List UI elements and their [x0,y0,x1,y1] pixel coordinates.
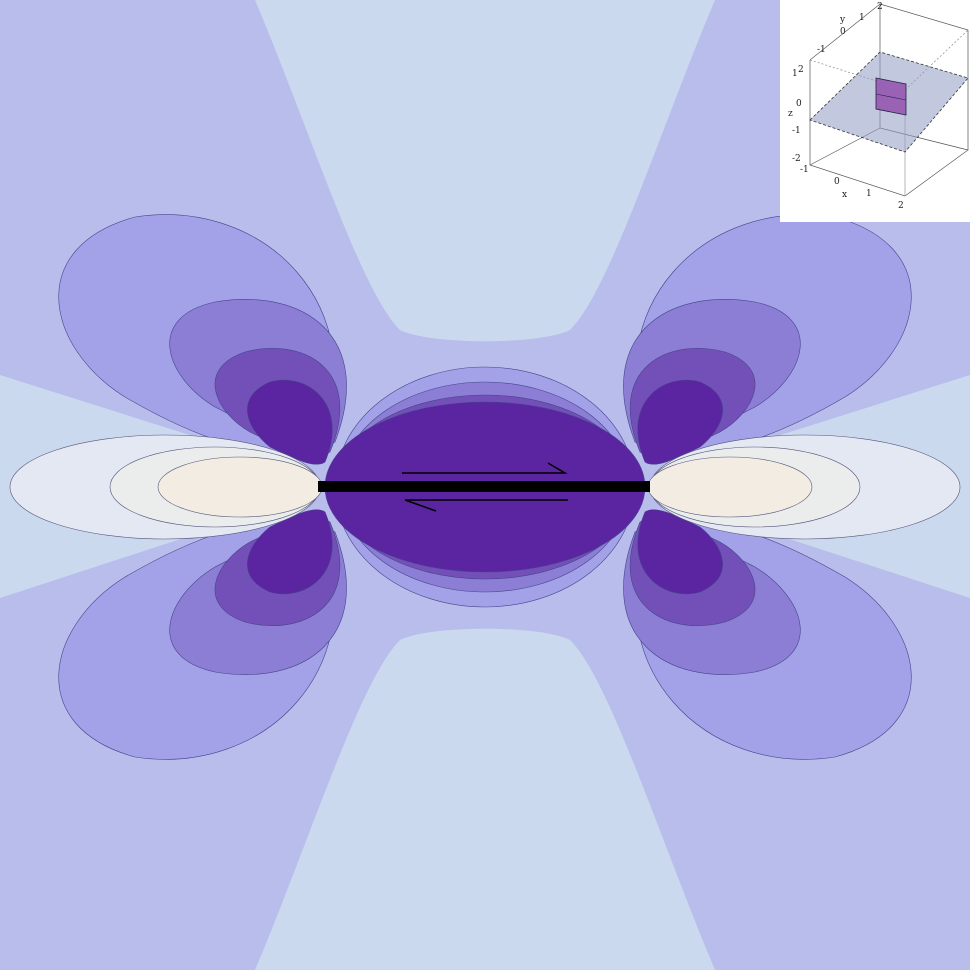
inset-x-axis-label: x [842,190,847,200]
lower-slip-arrow [404,499,568,512]
inset-z-tick: 2 [798,65,804,75]
tip-lobes-left [9,434,323,540]
inset-y-tick: -1 [817,45,826,55]
lower-band-region [255,628,715,970]
inset-z-tick: 1 [792,69,798,79]
slip-arrows [402,462,568,512]
inset-fault-patch [875,77,907,116]
upper-band-region [255,0,715,342]
inset-z-tick: 0 [796,99,802,109]
upper-slip-arrow [402,462,568,474]
inset-y-axis-label: y [839,15,846,25]
inset-z-axis-label: z [788,109,793,119]
inset-z-tick: -2 [792,154,801,164]
inset-x-tick: 1 [866,189,872,199]
inset-x-tick: -1 [800,165,809,175]
inset-z-tick: -1 [792,126,801,136]
inset-y-tick: 0 [840,27,846,37]
inset-3d-plot: y z x 2 1 0 -1 2 0 -1 -2 1 -1 0 1 2 [780,0,970,222]
tip-lobes-right [647,434,961,540]
fault-line [318,481,650,492]
inset-y-tick: 2 [877,2,883,12]
inset-x-tick: 0 [834,177,840,187]
inset-y-tick: 1 [859,13,865,23]
inset-x-tick: 2 [898,201,904,211]
